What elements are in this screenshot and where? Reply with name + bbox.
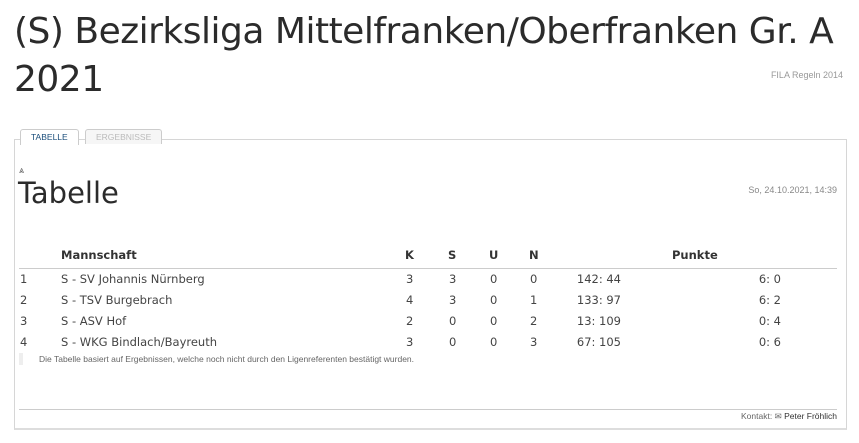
cell-team: S - SV Johannis Nürnberg [61,272,205,286]
cell-k: 4 [406,293,414,307]
info-note: Die Tabelle basiert auf Ergebnissen, wel… [19,353,414,365]
header-points: Punkte [672,248,718,262]
cell-rank: 2 [20,293,28,307]
cell-rank: 3 [20,314,28,328]
header-u: U [489,248,499,262]
cell-n: 3 [530,335,538,349]
cell-k: 3 [406,272,414,286]
cell-goals: 142: 44 [576,272,621,286]
cell-s: 3 [449,293,457,307]
cell-s: 0 [449,314,457,328]
cell-team: S - WKG Bindlach/Bayreuth [61,335,218,349]
cell-k: 2 [406,314,414,328]
cell-team: S - ASV Hof [61,314,127,328]
cell-s: 0 [449,335,457,349]
cell-goals: 13: 109 [576,314,621,328]
header-team: Mannschaft [61,248,137,262]
cell-u: 0 [490,293,498,307]
print-icon[interactable]: ⩓ [19,165,25,175]
cell-u: 0 [490,272,498,286]
tab-ergebnisse[interactable]: ERGEBNISSE [85,129,163,144]
cell-u: 0 [490,335,498,349]
header-divider [19,268,837,269]
cell-goals: 67: 105 [576,335,621,349]
cell-rank: 4 [20,335,28,349]
cell-points: 6: 2 [758,293,781,307]
tab-panel [14,139,847,430]
mail-icon: ✉ [774,411,782,421]
contact: Kontakt: ✉ Peter Fröhlich [741,411,837,422]
footer-divider [19,409,837,410]
cell-points: 6: 0 [758,272,781,286]
cell-k: 3 [406,335,414,349]
cell-n: 2 [530,314,538,328]
cell-team: S - TSV Burgebrach [61,293,173,307]
page-title: (S) Bezirksliga Mittelfranken/Oberfranke… [14,11,834,100]
cell-points: 0: 4 [758,314,781,328]
cell-s: 3 [449,272,457,286]
header-k: K [405,248,414,262]
cell-rank: 1 [20,272,28,286]
timestamp: So, 24.10.2021, 14:39 [748,185,837,195]
contact-link[interactable]: Peter Fröhlich [784,411,837,421]
cell-n: 0 [530,272,538,286]
cell-n: 1 [530,293,538,307]
section-title: Tabelle [18,176,119,210]
cell-goals: 133: 97 [576,293,621,307]
rules-label: FILA Regeln 2014 [770,70,843,80]
header-s: S [448,248,457,262]
cell-points: 0: 6 [758,335,781,349]
cell-u: 0 [490,314,498,328]
header-n: N [529,248,539,262]
tab-tabelle[interactable]: TABELLE [20,129,79,145]
contact-label: Kontakt: [741,411,773,421]
